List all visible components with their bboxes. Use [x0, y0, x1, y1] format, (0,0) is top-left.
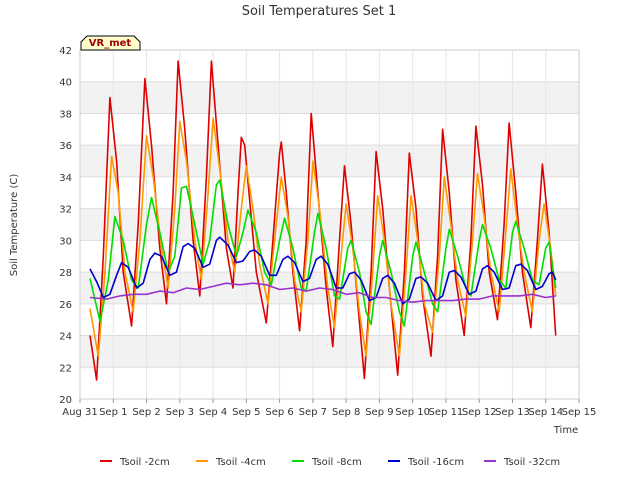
gridlines [79, 49, 580, 400]
x-tick-label: Sep 8 [332, 407, 360, 418]
station-label-box: VR_met [80, 35, 141, 51]
y-tick-label: 24 [59, 332, 72, 343]
x-tick-label: Sep 12 [462, 407, 497, 418]
station-label: VR_met [89, 38, 132, 49]
series-line-tsoil-16cm [89, 236, 557, 305]
chart-title: Soil Temperatures Set 1 [242, 4, 397, 19]
y-tick-label: 22 [59, 363, 72, 374]
x-tick-label: Sep 4 [199, 407, 227, 418]
y-tick-label: 20 [59, 395, 72, 406]
x-tick-label: Sep 10 [395, 407, 430, 418]
x-axis-label: Time [553, 425, 578, 436]
background-band [80, 335, 579, 368]
x-axis: Aug 31 Sep 1 Sep 2 Sep 3 Sep 4 Sep 5 Sep 6 Sep … [62, 399, 596, 418]
x-tick-label: Sep 11 [429, 407, 464, 418]
x-tick-label: Sep 5 [232, 407, 260, 418]
y-tick-label: 26 [59, 300, 72, 311]
series-line-tsoil-4cm [89, 117, 557, 357]
series-line-tsoil-32cm [89, 282, 556, 303]
y-tick-label: 38 [59, 109, 72, 120]
y-axis-label: Soil Temperature (C) [9, 174, 20, 277]
series-lines [89, 60, 557, 381]
x-tick-label: Sep 2 [132, 407, 160, 418]
y-tick-label: 32 [59, 205, 72, 216]
plot-frame [79, 49, 580, 400]
background-band [80, 208, 579, 241]
x-tick-label: Sep 14 [528, 407, 563, 418]
legend-label: Tsoil -2cm [119, 457, 170, 468]
background-band [80, 145, 579, 177]
x-tick-label: Sep 13 [495, 407, 530, 418]
background-band [80, 81, 579, 114]
y-tick-label: 34 [59, 173, 72, 184]
legend-label: Tsoil -4cm [215, 457, 266, 468]
y-tick-label: 42 [59, 46, 72, 57]
x-tick-label: Aug 31 [62, 407, 97, 418]
legend-label: Tsoil -8cm [311, 457, 362, 468]
legend: Tsoil -2cm Tsoil -4cm Tsoil -8cm Tsoil -16c… [100, 457, 560, 468]
y-axis: 20 22 24 26 28 30 32 34 36 38 40 42 [59, 46, 72, 406]
x-tick-label: Sep 9 [365, 407, 393, 418]
y-tick-label: 40 [59, 78, 72, 89]
x-tick-label: Sep 1 [99, 407, 127, 418]
series-line-tsoil-8cm [89, 179, 557, 327]
legend-label: Tsoil -16cm [407, 457, 464, 468]
y-tick-label: 28 [59, 268, 72, 279]
legend-label: Tsoil -32cm [503, 457, 560, 468]
y-tick-label: 30 [59, 236, 72, 247]
x-tick-label: Sep 15 [562, 407, 597, 418]
x-tick-label: Sep 7 [299, 407, 327, 418]
x-tick-label: Sep 3 [166, 407, 194, 418]
x-tick-label: Sep 6 [265, 407, 293, 418]
y-tick-label: 36 [59, 141, 72, 152]
